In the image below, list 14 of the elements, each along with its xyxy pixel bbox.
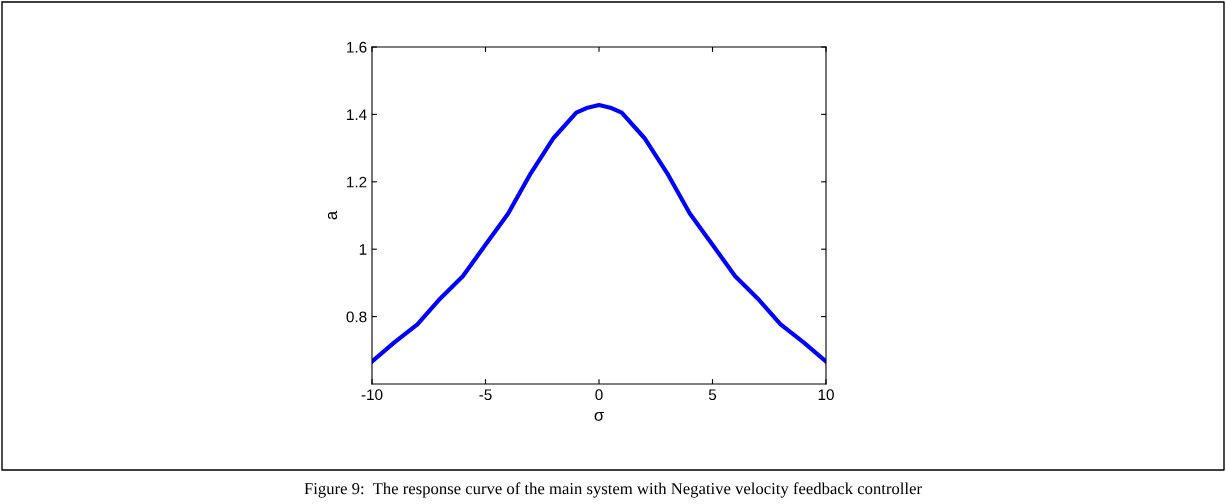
y-tick-label: 1 [359,244,367,255]
x-tick-label: 0 [595,389,603,401]
x-tick-label: 10 [818,389,834,401]
x-tick-label: 5 [708,389,717,401]
line-series [372,102,826,364]
y-tick-label: 1.4 [347,109,367,120]
x-tick-label: -10 [361,389,383,401]
x-axis-title: σ [594,411,604,421]
caption: Figure 9: The response curve of the main system with Negative velocity feedback controller [304,482,922,498]
y-tick-label: 1.6 [347,41,367,53]
x-tick-label: -5 [479,389,492,401]
y-axis-title: a [327,210,338,220]
y-tick-label: 1.2 [347,176,367,188]
y-tick-label: 0.8 [346,311,367,323]
